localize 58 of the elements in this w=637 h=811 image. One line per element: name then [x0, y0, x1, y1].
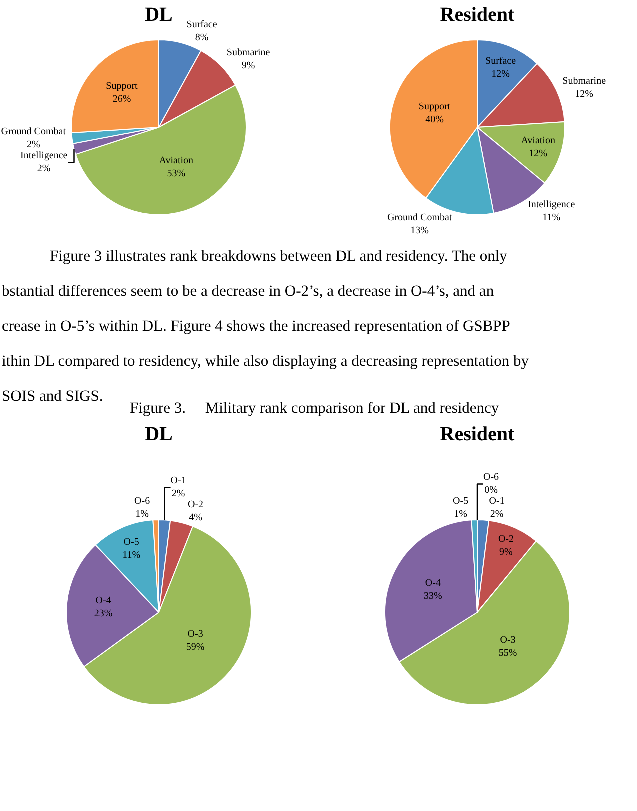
data-label: 12%: [492, 69, 510, 80]
data-label: 9%: [242, 60, 256, 72]
data-label: 9%: [500, 547, 513, 558]
slice-label: Surface: [186, 19, 218, 30]
chart-title: Resident: [440, 4, 516, 26]
data-label: 2%: [37, 164, 51, 175]
slice-label: O-4: [425, 578, 441, 589]
slice-label: Ground Combat: [387, 212, 452, 224]
chart-title: Resident: [440, 423, 516, 446]
text: SOIS and SIGS.: [2, 388, 104, 406]
text: bstantial differences seem to be a decrease in O-2’s, a decrease in O-4’s, and an: [2, 283, 494, 301]
slice-label: Aviation: [159, 156, 194, 167]
slice-label: Intelligence: [20, 150, 68, 162]
data-label: 23%: [94, 608, 113, 620]
text: ithin DL compared to residency, while also displaying a decreasing representation by: [2, 353, 529, 371]
data-label: 2%: [172, 488, 186, 500]
data-label: 53%: [167, 168, 186, 180]
data-label: 55%: [498, 648, 518, 660]
data-label: 2%: [26, 140, 40, 151]
data-label: 33%: [424, 590, 442, 602]
data-label: 1%: [136, 509, 149, 520]
data-label: 13%: [410, 225, 430, 236]
chart-title: DL: [145, 4, 173, 26]
data-label: 4%: [189, 512, 202, 524]
category-label: O-6: [484, 472, 500, 484]
slice-label: O-6: [134, 496, 150, 508]
data-label: 8%: [195, 32, 209, 44]
data-label: 40%: [426, 114, 444, 126]
slice-label: O-1: [170, 476, 186, 487]
data-label: 12%: [529, 148, 548, 160]
caption: Figure 3 illustrates rank breakdowns between DL and residency. The only: [50, 248, 508, 266]
text: crease in O-5’s within DL. Figure 4 shows the increased representation of GSBPP: [2, 318, 510, 336]
slice-label: Submarine: [226, 48, 271, 59]
chart-title: DL: [145, 423, 173, 446]
slice-label: O-2: [498, 534, 514, 546]
slice-label: Support: [418, 102, 451, 113]
slice-label: Support: [106, 80, 138, 92]
slice-label: Ground Combat: [1, 126, 66, 138]
data-label: 2%: [490, 509, 504, 520]
slice-label: Intelligence: [528, 200, 576, 211]
data-label: 1%: [454, 509, 468, 520]
slice-label: O-3: [188, 628, 204, 640]
slice-label: O-3: [500, 635, 516, 646]
data-label: 59%: [186, 642, 205, 653]
slice-label: O-1: [489, 496, 505, 508]
slice-label: Surface: [485, 56, 517, 68]
data-label: 11%: [542, 212, 561, 224]
caption: Figure 3. Military rank comparison for DL and residency: [130, 400, 500, 418]
text: 0%: [484, 485, 498, 496]
slice-label: O-5: [453, 496, 469, 508]
slice-label: O-2: [188, 500, 204, 511]
data-label: 12%: [575, 89, 594, 100]
data-label: 26%: [112, 94, 132, 105]
slice-label: Submarine: [562, 76, 607, 88]
data-label: 11%: [122, 550, 141, 562]
slice-label: O-5: [124, 537, 140, 548]
slice-label: O-4: [96, 595, 112, 606]
slice-label: Aviation: [521, 135, 556, 146]
